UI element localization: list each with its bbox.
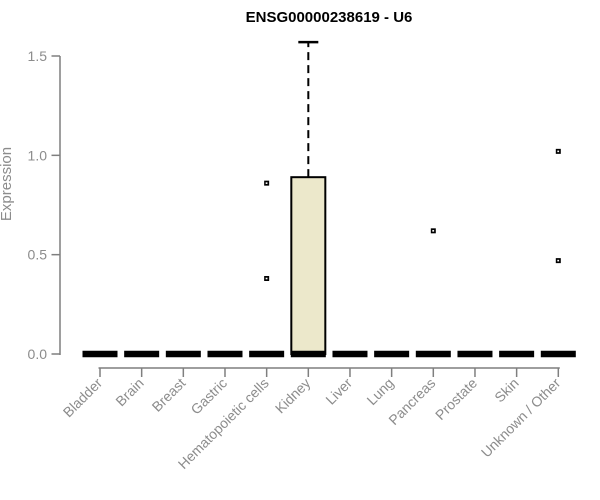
x-category-label: Skin <box>491 375 522 406</box>
chart-title: ENSG00000238619 - U6 <box>246 9 413 26</box>
y-axis-label: Expression <box>0 147 15 221</box>
x-category-label: Prostate <box>432 375 480 423</box>
boxplot-prostate <box>457 350 493 358</box>
median-bar <box>249 350 285 358</box>
boxplot-gastric <box>207 350 243 358</box>
x-category-label: Brain <box>112 375 146 409</box>
outlier-point-center <box>432 230 435 232</box>
median-bar <box>415 350 451 358</box>
outlier-point-center <box>557 150 560 153</box>
x-category-label: Bladder <box>60 375 106 421</box>
median-bar <box>207 350 243 358</box>
boxplot-brain <box>124 350 160 358</box>
median-bar <box>457 350 493 358</box>
boxplot-kidney <box>290 40 327 358</box>
boxplot-unknown-other <box>540 148 576 358</box>
boxplot-liver <box>332 350 368 358</box>
y-tick-label: 1.0 <box>28 147 48 163</box>
median-bar <box>124 350 160 358</box>
outlier-point-center <box>265 277 268 280</box>
median-bar <box>540 350 576 358</box>
median-bar <box>82 350 118 358</box>
boxplot-hematopoietic-cells <box>249 180 285 358</box>
x-category-label: Unknown / Other <box>478 375 564 461</box>
median-bar <box>165 350 201 358</box>
boxplot-breast <box>165 350 201 358</box>
median-bar <box>332 350 368 358</box>
y-tick-label: 1.5 <box>28 48 48 64</box>
boxplot-lung <box>374 350 410 358</box>
box-rect <box>290 176 327 355</box>
boxplot-bladder <box>82 350 118 358</box>
median-bar <box>499 350 535 358</box>
outlier-point-center <box>557 259 560 262</box>
median-bar <box>290 350 326 358</box>
x-category-label: Liver <box>322 375 355 408</box>
x-category-label: Kidney <box>272 375 314 417</box>
y-tick-label: 0.0 <box>28 346 48 362</box>
outlier-point-center <box>265 182 268 184</box>
boxes-layer <box>82 40 576 358</box>
x-category-label: Breast <box>149 375 189 415</box>
y-tick-label: 0.5 <box>28 247 48 263</box>
boxplot-pancreas <box>415 228 451 358</box>
median-bar <box>374 350 410 358</box>
boxplot-skin <box>499 350 535 358</box>
x-category-label: Lung <box>363 375 396 408</box>
